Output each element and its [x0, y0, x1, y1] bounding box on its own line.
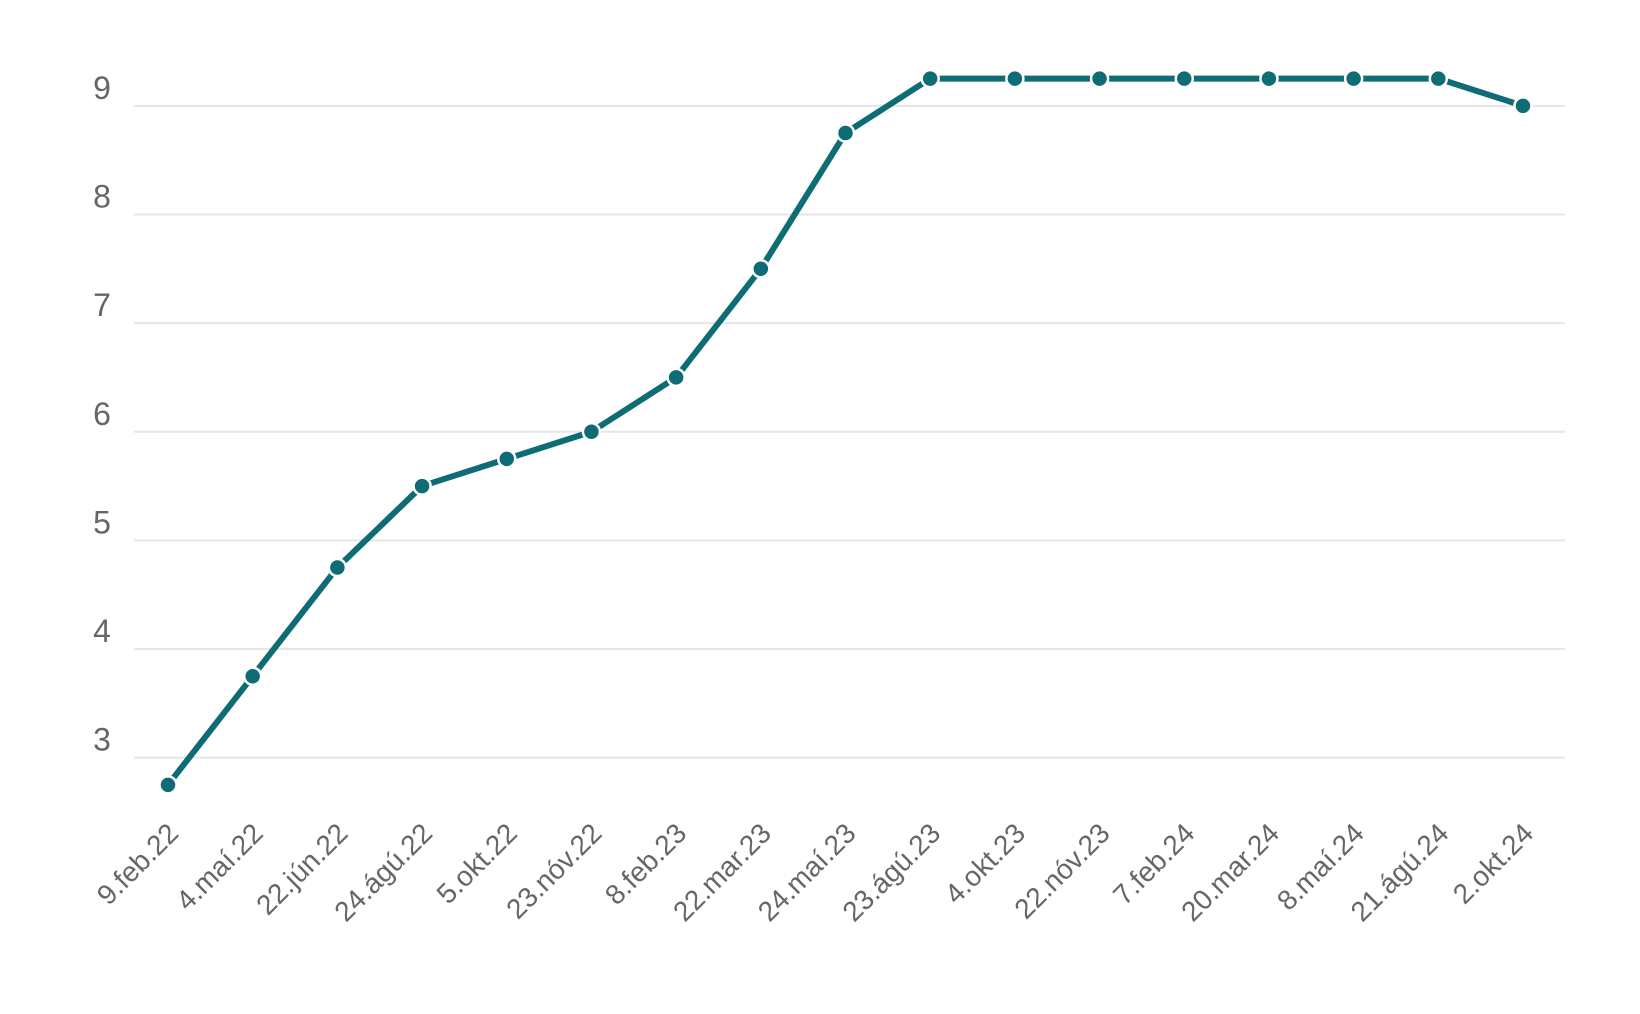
- y-tick-label: 9: [93, 70, 111, 106]
- y-tick-label: 4: [93, 613, 111, 649]
- x-tick-label: 9.feb.22: [91, 817, 184, 910]
- point: [1343, 68, 1364, 89]
- point: [1513, 96, 1533, 116]
- y-tick-label: 6: [93, 396, 111, 432]
- y-tick-label: 5: [93, 504, 111, 540]
- point: [158, 775, 178, 795]
- point: [751, 259, 771, 279]
- point: [1089, 68, 1110, 89]
- y-tick-label: 3: [93, 722, 111, 758]
- point: [412, 476, 432, 496]
- x-tick-label: 2.okt.24: [1447, 817, 1539, 909]
- point: [1428, 68, 1449, 89]
- point: [1005, 68, 1025, 89]
- point: [327, 557, 348, 578]
- y-tick-label: 8: [93, 178, 111, 214]
- point: [1259, 68, 1279, 89]
- point: [1174, 68, 1194, 89]
- point: [242, 666, 263, 686]
- point: [666, 367, 686, 388]
- point: [581, 422, 602, 442]
- y-tick-label: 7: [93, 287, 111, 323]
- point: [835, 123, 856, 143]
- point: [497, 449, 517, 469]
- point: [920, 68, 940, 89]
